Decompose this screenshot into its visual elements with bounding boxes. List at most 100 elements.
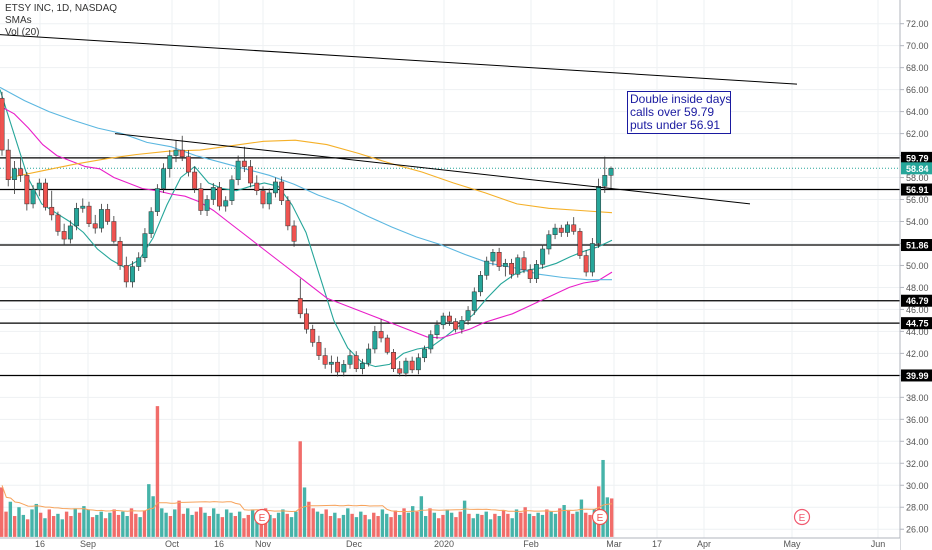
volume-bar [346,508,350,537]
candle [11,161,17,195]
candle-body [521,257,527,271]
candle [608,166,614,189]
time-axis: 16 Sep Oct 16 Nov Dec 2020 Feb Mar 17 Apr May Jun [0,537,900,550]
volume-bar [86,509,90,537]
volume-legend[interactable]: Vol (20) [5,27,40,38]
candle [210,183,216,206]
candle [173,140,179,163]
annotation-box[interactable]: Double inside days calls over 59.79 puts… [627,91,731,134]
volume-bar [553,513,558,537]
trendline-lower [114,133,751,205]
candle [123,256,129,288]
volume-bar [112,509,116,537]
candle [403,357,409,377]
volume-bar [532,516,536,537]
volume-bar [60,519,64,537]
volume-bar [281,509,285,537]
candle-body [5,149,11,180]
candle-body [453,321,459,330]
candle [502,258,508,277]
volume-bar [90,517,95,537]
annotation-line-3: puts under 56.91 [630,118,721,132]
candle-body [11,168,17,180]
volume-bar [436,518,441,537]
volume-bar [4,511,8,537]
sma-line [0,105,613,339]
earnings-circle [793,508,811,526]
candle [509,258,515,279]
volume-bar [341,514,346,537]
candle [446,311,452,326]
volume-bar [34,503,39,537]
candle-body [316,342,322,356]
time-tick-label: 2020 [434,539,454,549]
candle-body [241,160,247,167]
candle-body [297,298,303,315]
candle [272,177,278,198]
volume-bar [211,508,216,537]
price-axis: 26.0028.0030.0032.0034.0036.0038.0040.00… [899,0,932,550]
candle [49,190,55,221]
last-price-bg [901,162,932,175]
volume-bar [43,518,47,537]
candle [192,166,198,193]
trendlines [0,34,798,205]
volume-bar [458,511,462,537]
candle [565,221,570,237]
candle [92,214,98,234]
volume-bar [21,514,26,537]
candle [596,178,602,248]
candle-body [359,363,365,370]
candle [571,217,577,235]
volume-bar [99,511,103,537]
time-tick-label: 16 [214,539,224,549]
candle [61,223,67,246]
volume-bar [82,506,86,537]
candle-body [378,331,384,339]
volume-bar [242,518,246,537]
candle [223,196,229,212]
price-tick-label: 70.00 [906,41,929,51]
volume-bar [406,512,411,537]
volume-bar [484,511,488,537]
candle-body [391,352,396,370]
candle [533,259,539,284]
candle [111,216,117,244]
candle-body [384,337,390,353]
price-tick-label: 58.00 [906,173,929,183]
candle-body [602,175,608,187]
candle-body [527,269,533,279]
volume-bar [233,516,238,537]
volume-bar [73,508,77,537]
volume-bar [142,510,147,537]
candle [310,324,316,347]
sma-legend[interactable]: SMAs [5,15,32,26]
candle [161,163,167,193]
candle [74,202,80,231]
price-tick-label: 46.00 [906,305,929,315]
volume-bar [160,508,164,537]
price-tick-label: 48.00 [906,283,929,293]
candle-body [509,263,515,275]
candle [397,361,403,377]
candle [154,184,160,217]
volume-bar [588,514,592,537]
volume-bar [449,512,454,537]
volume-bar [47,509,51,537]
candle [372,325,378,354]
candle [316,335,322,360]
candle-body [409,360,415,371]
candle [24,172,30,211]
candle [235,155,241,186]
volume-bar [493,513,497,537]
candle-body [235,160,241,180]
candle-body [490,252,496,262]
volume-bar [311,508,315,537]
time-axis-bg [0,538,900,550]
volume-bar [584,512,588,537]
volume-bar [475,513,480,537]
candle [558,224,564,237]
candle-body [111,221,117,242]
volume-bar [289,517,294,537]
